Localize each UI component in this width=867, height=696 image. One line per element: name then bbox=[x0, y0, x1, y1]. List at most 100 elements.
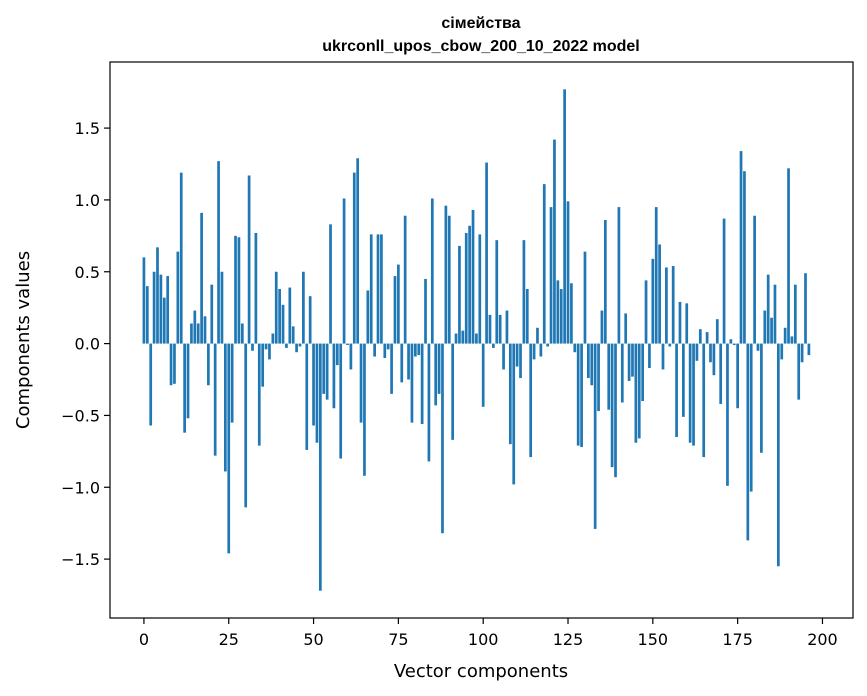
bar-196 bbox=[807, 343, 811, 356]
bar-195 bbox=[804, 273, 807, 344]
bar-174 bbox=[732, 343, 736, 346]
bar-183 bbox=[763, 310, 767, 344]
x-axis-label: Vector components bbox=[394, 661, 568, 682]
bar-56 bbox=[332, 343, 336, 409]
bar-88 bbox=[441, 343, 444, 534]
bar-123 bbox=[559, 289, 563, 344]
bar-91 bbox=[451, 343, 455, 440]
bar-158 bbox=[678, 301, 682, 344]
bar-155 bbox=[668, 343, 672, 347]
bar-83 bbox=[424, 278, 427, 344]
bar-159 bbox=[682, 343, 685, 417]
bar-0 bbox=[142, 257, 146, 344]
bar-1 bbox=[145, 286, 149, 344]
bar-13 bbox=[186, 343, 190, 419]
bar-143 bbox=[627, 343, 631, 381]
bar-18 bbox=[203, 316, 207, 344]
bar-54 bbox=[325, 343, 329, 400]
bar-61 bbox=[349, 343, 353, 370]
bar-112 bbox=[522, 240, 526, 344]
bar-10 bbox=[176, 251, 180, 344]
bar-76 bbox=[400, 343, 404, 383]
bar-120 bbox=[549, 207, 553, 344]
bar-148 bbox=[644, 280, 648, 344]
bar-65 bbox=[363, 343, 366, 476]
bar-117 bbox=[539, 343, 543, 357]
bar-45 bbox=[295, 343, 298, 353]
x-tick-label: 75 bbox=[388, 630, 408, 649]
bar-93 bbox=[458, 245, 461, 344]
bar-180 bbox=[753, 215, 756, 344]
x-tick-label: 125 bbox=[553, 630, 584, 649]
bar-133 bbox=[593, 343, 597, 529]
bar-9 bbox=[173, 343, 176, 384]
bar-90 bbox=[447, 215, 451, 344]
bar-125 bbox=[566, 201, 570, 344]
bar-119 bbox=[546, 343, 550, 347]
bar-156 bbox=[671, 266, 675, 344]
bar-192 bbox=[793, 284, 797, 344]
bar-20 bbox=[210, 284, 214, 344]
y-tick-label: 0.0 bbox=[75, 335, 100, 354]
bar-177 bbox=[743, 171, 746, 344]
bar-51 bbox=[315, 343, 319, 443]
bar-110 bbox=[515, 343, 519, 367]
bar-176 bbox=[739, 151, 743, 344]
bar-70 bbox=[380, 234, 383, 344]
bar-142 bbox=[624, 313, 628, 344]
bar-8 bbox=[169, 343, 173, 386]
bar-194 bbox=[800, 343, 804, 363]
bar-2 bbox=[149, 343, 153, 426]
bar-66 bbox=[366, 290, 370, 344]
bar-14 bbox=[190, 323, 193, 344]
bar-136 bbox=[603, 220, 607, 344]
bar-100 bbox=[481, 343, 485, 407]
bar-53 bbox=[322, 343, 326, 394]
bar-160 bbox=[685, 303, 689, 344]
bar-39 bbox=[274, 271, 278, 344]
bar-62 bbox=[352, 172, 356, 344]
bar-15 bbox=[193, 310, 197, 344]
bar-77 bbox=[403, 215, 407, 344]
bar-80 bbox=[413, 343, 417, 357]
bar-182 bbox=[760, 343, 763, 453]
bar-44 bbox=[291, 326, 295, 344]
bar-71 bbox=[383, 343, 387, 358]
bar-16 bbox=[196, 323, 200, 344]
bar-84 bbox=[427, 343, 431, 462]
bar-151 bbox=[654, 207, 658, 344]
bar-161 bbox=[688, 343, 692, 443]
bar-81 bbox=[417, 343, 421, 356]
bar-191 bbox=[790, 336, 794, 344]
bar-170 bbox=[719, 343, 723, 404]
bar-108 bbox=[508, 343, 512, 445]
bar-141 bbox=[620, 343, 624, 403]
bar-188 bbox=[780, 343, 784, 360]
bar-162 bbox=[692, 343, 695, 446]
bar-27 bbox=[234, 235, 237, 344]
bar-144 bbox=[631, 343, 634, 377]
bar-68 bbox=[373, 343, 376, 357]
bar-series bbox=[142, 89, 811, 591]
bar-132 bbox=[590, 343, 594, 386]
bar-115 bbox=[532, 343, 536, 360]
bar-26 bbox=[230, 343, 234, 423]
bar-145 bbox=[634, 343, 638, 443]
bar-105 bbox=[498, 314, 502, 344]
bar-89 bbox=[444, 205, 448, 344]
bar-121 bbox=[553, 139, 556, 344]
bar-187 bbox=[777, 343, 780, 567]
bar-58 bbox=[339, 343, 343, 459]
bar-36 bbox=[264, 343, 268, 350]
bar-30 bbox=[244, 343, 248, 508]
bar-96 bbox=[468, 225, 471, 344]
bar-153 bbox=[661, 343, 665, 370]
bar-24 bbox=[223, 343, 227, 472]
bar-167 bbox=[709, 343, 712, 363]
bar-157 bbox=[675, 343, 678, 437]
bar-6 bbox=[162, 297, 166, 344]
bar-17 bbox=[200, 212, 203, 344]
bar-35 bbox=[261, 343, 265, 387]
bar-146 bbox=[637, 343, 641, 439]
